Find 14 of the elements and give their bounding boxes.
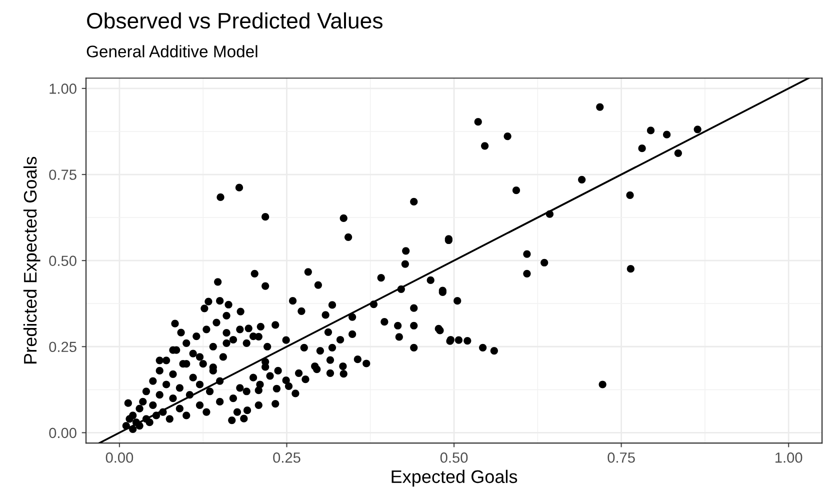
chart-subtitle: General Additive Model (86, 45, 258, 58)
y-tick-label: 0.75 (49, 170, 76, 180)
x-tick-label: 0.50 (440, 452, 468, 463)
y-tick-label: 1.00 (50, 84, 76, 94)
x-axis-title: Expected Goals (392, 470, 518, 487)
x-tick-label: 0.75 (608, 452, 635, 463)
x-tick-label: 0.25 (273, 452, 300, 463)
y-axis-title: Predicted Expected Goals (23, 156, 40, 364)
y-tick-label: 0.50 (49, 256, 76, 266)
y-tick-label: 0.25 (49, 342, 76, 352)
chart-title: Observed vs Predicted Values (87, 12, 382, 29)
x-tick-label: 1.00 (776, 452, 802, 463)
x-tick-label: 0.00 (106, 452, 134, 463)
y-tick-label: 0.00 (49, 428, 76, 438)
